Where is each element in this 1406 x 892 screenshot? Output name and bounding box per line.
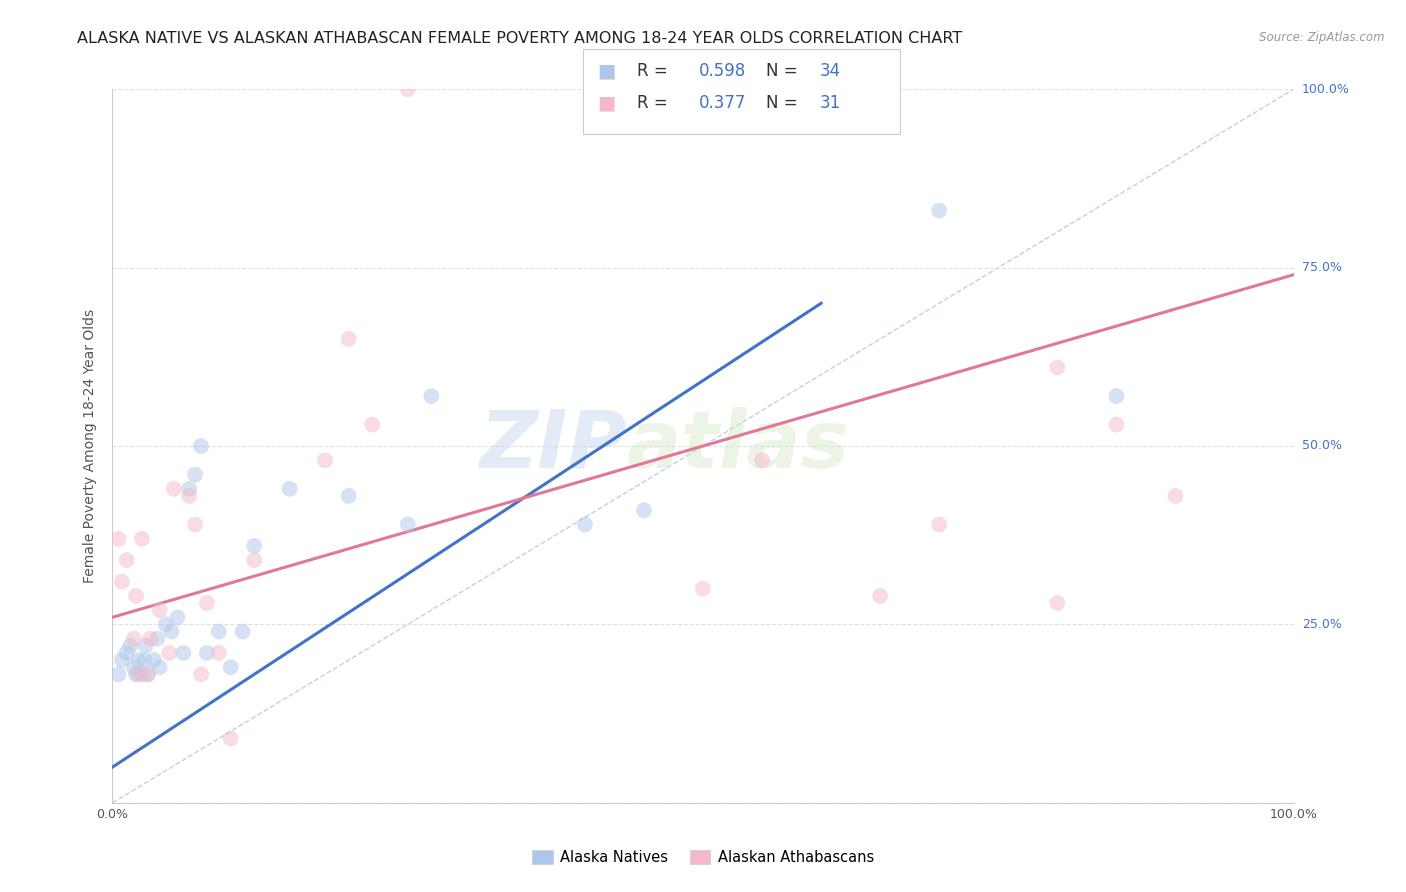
Point: [1164, 489, 1187, 503]
Point: [361, 417, 384, 432]
Point: [120, 639, 142, 653]
Point: [122, 660, 145, 674]
Point: [122, 632, 145, 646]
Point: [155, 617, 177, 632]
Point: [115, 553, 138, 567]
Point: [231, 624, 253, 639]
Point: [115, 646, 138, 660]
Point: [928, 203, 950, 218]
Point: [195, 646, 218, 660]
Point: [142, 653, 165, 667]
Point: [107, 532, 129, 546]
Point: [134, 653, 156, 667]
Point: [160, 624, 183, 639]
Point: [208, 646, 231, 660]
Point: [633, 503, 655, 517]
Point: [163, 482, 186, 496]
Point: [111, 653, 134, 667]
Text: 34: 34: [820, 62, 841, 80]
Point: [127, 653, 149, 667]
Point: [928, 517, 950, 532]
Point: [1046, 596, 1069, 610]
Point: [166, 610, 188, 624]
Point: [190, 667, 212, 681]
Point: [243, 539, 266, 553]
Point: [131, 667, 153, 681]
Point: [208, 624, 231, 639]
Point: [1105, 417, 1128, 432]
Text: 0.598: 0.598: [699, 62, 747, 80]
Point: [337, 332, 360, 346]
Point: [179, 482, 201, 496]
Text: N =: N =: [766, 94, 797, 112]
Point: [125, 667, 148, 681]
Point: [219, 731, 242, 746]
Point: [136, 667, 159, 681]
Point: [574, 517, 596, 532]
Point: [1046, 360, 1069, 375]
Point: [195, 596, 218, 610]
Text: atlas: atlas: [626, 407, 849, 485]
Y-axis label: Female Poverty Among 18-24 Year Olds: Female Poverty Among 18-24 Year Olds: [83, 309, 97, 583]
Point: [869, 589, 891, 603]
Point: [146, 632, 169, 646]
Point: [420, 389, 443, 403]
Text: Source: ZipAtlas.com: Source: ZipAtlas.com: [1260, 31, 1385, 45]
Text: R =: R =: [637, 62, 668, 80]
Point: [127, 667, 149, 681]
Point: [219, 660, 242, 674]
Point: [172, 646, 194, 660]
Text: 100.0%: 100.0%: [1302, 83, 1350, 95]
Text: ALASKA NATIVE VS ALASKAN ATHABASCAN FEMALE POVERTY AMONG 18-24 YEAR OLDS CORRELA: ALASKA NATIVE VS ALASKAN ATHABASCAN FEMA…: [77, 31, 963, 46]
Point: [139, 632, 162, 646]
Legend: Alaska Natives, Alaskan Athabascans: Alaska Natives, Alaskan Athabascans: [526, 844, 880, 871]
Text: 0.377: 0.377: [699, 94, 747, 112]
Point: [1105, 389, 1128, 403]
Point: [111, 574, 134, 589]
Point: [190, 439, 212, 453]
Text: 50.0%: 50.0%: [1302, 440, 1341, 452]
Point: [157, 646, 180, 660]
Text: N =: N =: [766, 62, 797, 80]
Point: [337, 489, 360, 503]
Text: ZIP: ZIP: [479, 407, 626, 485]
Point: [136, 667, 159, 681]
Text: 25.0%: 25.0%: [1302, 618, 1341, 631]
Point: [107, 667, 129, 681]
Point: [314, 453, 336, 467]
Point: [125, 589, 148, 603]
Text: R =: R =: [637, 94, 668, 112]
Text: 75.0%: 75.0%: [1302, 261, 1341, 274]
Point: [751, 453, 773, 467]
Point: [243, 553, 266, 567]
Point: [149, 660, 172, 674]
Point: [278, 482, 301, 496]
Text: ■: ■: [598, 93, 616, 112]
Point: [135, 639, 157, 653]
Point: [179, 489, 201, 503]
Point: [692, 582, 714, 596]
Point: [396, 517, 419, 532]
Text: ■: ■: [598, 62, 616, 81]
Point: [184, 467, 207, 482]
Point: [149, 603, 172, 617]
Text: 31: 31: [820, 94, 841, 112]
Point: [396, 82, 419, 96]
Point: [131, 532, 153, 546]
Point: [184, 517, 207, 532]
